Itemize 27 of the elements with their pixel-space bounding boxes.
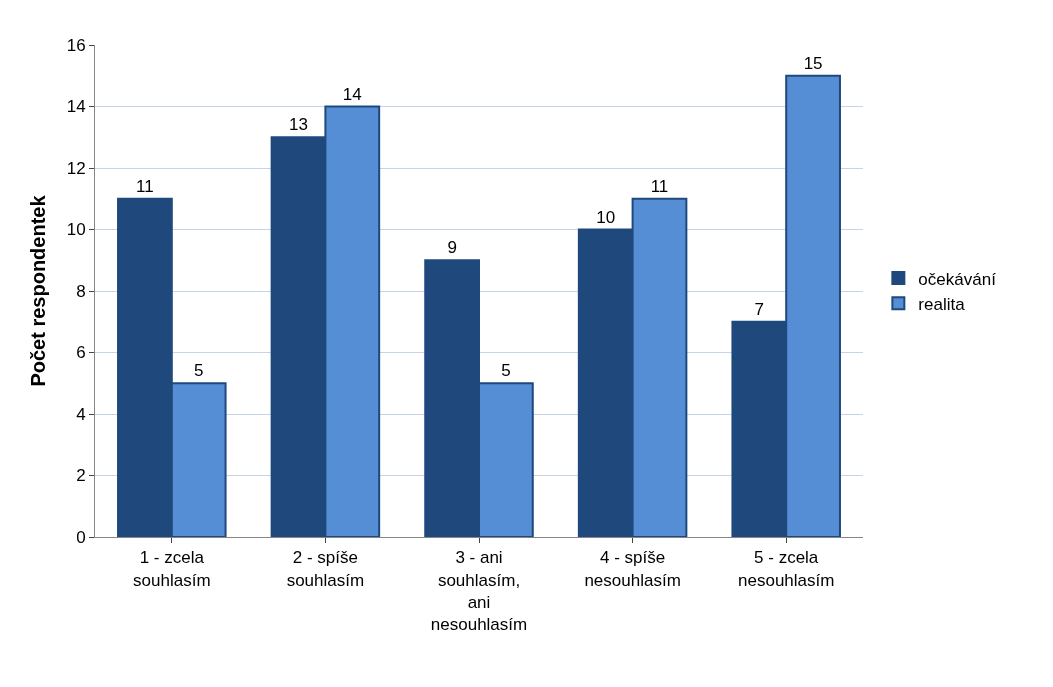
x-tick-label: 5 - zcela nesouhlasím <box>738 548 835 590</box>
data-label: 14 <box>342 84 362 104</box>
legend-label: očekávání <box>918 269 997 289</box>
y-tick-label: 6 <box>76 343 86 363</box>
data-label: 15 <box>803 53 823 73</box>
y-tick-label: 4 <box>76 404 86 424</box>
data-label: 13 <box>289 115 308 135</box>
data-label: 5 <box>501 361 511 381</box>
y-tick-label: 12 <box>66 158 86 178</box>
data-label: 11 <box>136 176 154 196</box>
y-tick-label: 16 <box>66 35 86 55</box>
y-tick-label: 2 <box>76 466 86 486</box>
y-tick-label: 10 <box>66 220 86 240</box>
y-tick-label: 8 <box>76 281 86 301</box>
data-label: 11 <box>650 176 669 196</box>
legend-label: realita <box>918 294 966 314</box>
data-label: 7 <box>754 299 765 319</box>
x-tick-label: 2 - spíše souhlasím <box>286 548 365 590</box>
y-tick-label: 0 <box>76 527 86 547</box>
data-label: 9 <box>447 238 457 258</box>
y-tick-label: 14 <box>66 97 86 117</box>
data-label: 5 <box>193 361 204 381</box>
x-tick-label: 1 - zcela souhlasím <box>133 548 211 590</box>
x-tick-label: 4 - spíše nesouhlasím <box>584 548 681 590</box>
x-tick-label: 3 - ani souhlasím, ani nesouhlasím <box>430 548 528 634</box>
y-axis-title: Počet respondentek <box>27 194 50 387</box>
data-label: 10 <box>596 207 616 227</box>
